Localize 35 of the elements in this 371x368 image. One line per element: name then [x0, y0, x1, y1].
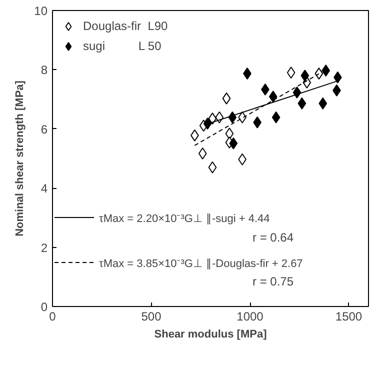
y-tick-label: 2 — [40, 240, 48, 255]
x-tick-label: 1500 — [335, 310, 362, 324]
point — [314, 68, 324, 80]
point — [300, 70, 310, 82]
point — [225, 128, 234, 140]
point — [272, 111, 280, 124]
legend-label: τMax = 2.20×10⁻³G⊥ ∥-sugi + 4.44 — [99, 212, 270, 225]
annotation: r = 0.64 — [252, 230, 294, 244]
x-tick-label: 0 — [49, 310, 56, 324]
point — [203, 118, 212, 130]
point — [208, 112, 217, 125]
x-tick-label: 500 — [141, 310, 162, 324]
y-tick-label: 0 — [40, 300, 48, 314]
x-axis-title: Shear modulus [MPa] — [154, 328, 268, 340]
point — [222, 92, 231, 104]
legend-label: sugi L 50 — [83, 39, 162, 53]
point — [292, 86, 302, 98]
point — [198, 147, 207, 160]
legend-label: Douglas-fir L90 — [83, 19, 168, 33]
legend-label: τMax = 3.85×10⁻³G⊥ ∥-Douglas-fir + 2.67 — [99, 256, 303, 270]
point — [322, 64, 330, 77]
y-tick-label: 4 — [40, 182, 48, 196]
point — [228, 111, 237, 124]
point — [229, 137, 238, 150]
y-tick-label: 8 — [40, 63, 48, 78]
point — [318, 97, 328, 110]
x-tick-label: 1000 — [236, 310, 264, 324]
point — [268, 90, 278, 103]
point — [208, 161, 217, 174]
y-tick-label: 10 — [34, 4, 48, 18]
annotation: r = 0.75 — [252, 274, 294, 288]
y-tick-label: 6 — [40, 122, 48, 136]
point — [286, 66, 296, 79]
y-axis-title: Nominal shear strength [MPa] — [14, 80, 26, 236]
point — [298, 97, 306, 110]
